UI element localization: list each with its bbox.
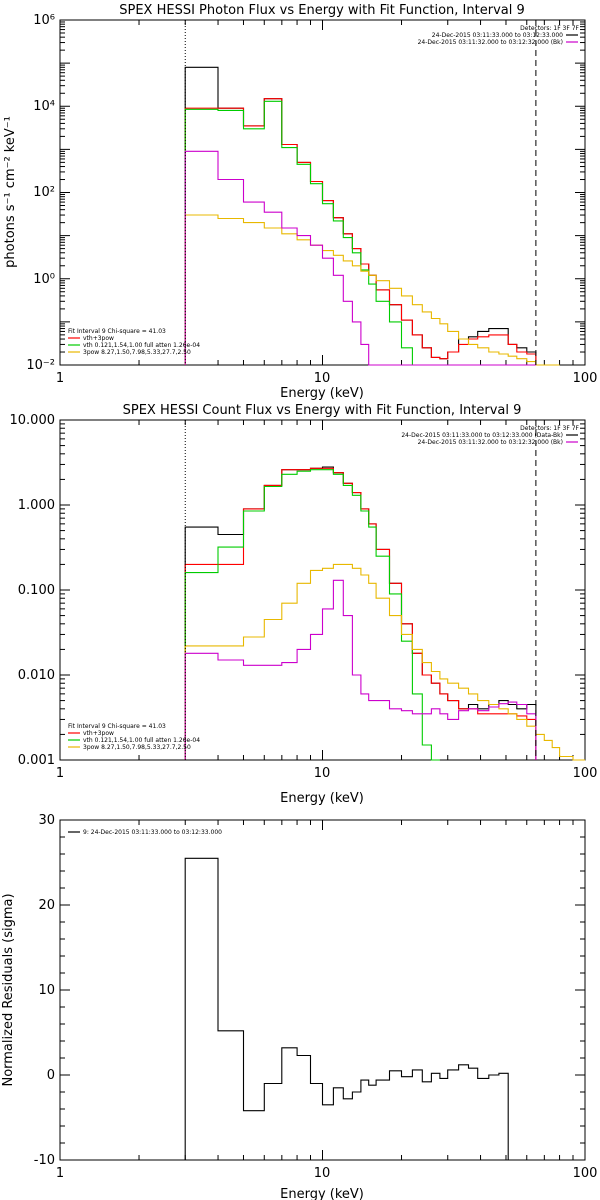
legend-title: Detectors: 1F 3F 7F (520, 25, 579, 32)
legend-left: Fit Interval 9 Chi-square = 41.03vth+3po… (68, 723, 200, 751)
y-axis-label: Normalized Residuals (sigma) (1, 893, 16, 1086)
x-tick-label: 1 (56, 371, 64, 386)
legend-entry: 24-Dec-2015 03:11:33.000 to 03:12:33.000 (432, 32, 563, 39)
y-tick-label: 1.000 (18, 498, 55, 513)
y-tick-label: 0.100 (18, 583, 55, 598)
y-tick-label: 30 (38, 813, 55, 828)
x-axis-label: Energy (keV) (280, 1187, 364, 1200)
x-tick-label: 10 (314, 371, 331, 386)
y-axis-label: photons s⁻¹ cm⁻² keV⁻¹ (3, 116, 18, 268)
data-series (184, 466, 585, 761)
legend-entry: vth+3pow (83, 335, 114, 342)
series-line-1 (184, 467, 537, 760)
y-tick-label: 10⁰ (33, 272, 55, 287)
series-line-0 (184, 857, 509, 1160)
series-line-3 (184, 214, 560, 366)
residuals-panel: 9: 24-Dec-2015 03:11:33.000 to 03:12:33.… (1, 813, 597, 1200)
legend-entry: 24-Dec-2015 03:11:32.000 to 03:12:32.000… (418, 439, 563, 446)
legend-left: 9: 24-Dec-2015 03:11:33.000 to 03:12:33.… (68, 829, 222, 836)
data-series (184, 857, 509, 1160)
x-tick-label: 100 (573, 371, 598, 386)
y-tick-label: 0.010 (18, 668, 55, 683)
y-tick-label: 10⁴ (33, 99, 55, 114)
axis-ticks (59, 419, 586, 761)
legend-title: Fit Interval 9 Chi-square = 41.03 (68, 723, 166, 730)
chart-title: SPEX HESSI Photon Flux vs Energy with Fi… (119, 3, 525, 18)
series-line-2 (184, 469, 440, 761)
chart-title: SPEX HESSI Count Flux vs Energy with Fit… (123, 403, 522, 418)
legend-left: Fit Interval 9 Chi-square = 41.03vth+3po… (68, 328, 200, 356)
reference-lines (184, 20, 537, 365)
y-tick-label: 20 (38, 898, 55, 913)
y-tick-label: 0 (47, 1068, 55, 1083)
x-tick-label: 100 (573, 1166, 598, 1181)
x-tick-label: 10 (314, 1166, 331, 1181)
legend-entry: 3pow 8.27,1.50,7.98,5.33,27.7,2.50 (83, 349, 191, 356)
legend-entry: vth 0.121,1.54,1.00 full atten 1.26e-04 (83, 342, 200, 349)
legend-entry: 9: 24-Dec-2015 03:11:33.000 to 03:12:33.… (83, 829, 222, 836)
legend-entry: 24-Dec-2015 03:11:32.000 to 03:12:32.000… (418, 39, 563, 46)
x-axis-label: Energy (keV) (280, 791, 364, 806)
series-line-2 (184, 100, 432, 366)
axis-ticks (59, 19, 586, 366)
y-tick-label: 10² (33, 185, 55, 200)
legend-entry: vth+3pow (83, 730, 114, 737)
y-tick-label: 0.001 (18, 753, 55, 768)
series-line-4 (184, 150, 536, 366)
legend-entry: 24-Dec-2015 03:11:33.000 to 03:12:33.000… (401, 432, 563, 439)
y-tick-label: 10⁻² (26, 358, 55, 373)
plot-frame (59, 819, 586, 1161)
y-tick-label: 10.000 (10, 413, 56, 428)
x-tick-label: 100 (573, 766, 598, 781)
reference-lines (184, 420, 537, 760)
photon-flux-panel: SPEX HESSI Photon Flux vs Energy with Fi… (3, 3, 597, 401)
data-series (184, 66, 560, 366)
count-flux-panel: SPEX HESSI Count Flux vs Energy with Fit… (10, 403, 598, 806)
legend-title: Fit Interval 9 Chi-square = 41.03 (68, 328, 166, 335)
legend-entry: vth 0.121,1.54,1.00 full atten 1.26e-04 (83, 737, 200, 744)
x-tick-label: 10 (314, 766, 331, 781)
x-tick-label: 1 (56, 1166, 64, 1181)
series-line-0 (184, 66, 537, 365)
x-tick-label: 1 (56, 766, 64, 781)
y-tick-label: 10⁶ (33, 13, 55, 28)
series-line-4 (184, 579, 537, 760)
y-tick-label: 10 (38, 983, 55, 998)
series-line-3 (184, 563, 585, 761)
x-axis-label: Energy (keV) (280, 386, 364, 401)
y-tick-label: -10 (34, 1153, 55, 1168)
legend-title: Detectors: 1F 3F 7F (520, 425, 579, 432)
axis-ticks (59, 819, 586, 1161)
legend-entry: 3pow 8.27,1.50,7.98,5.33,27.7,2.50 (83, 744, 191, 751)
